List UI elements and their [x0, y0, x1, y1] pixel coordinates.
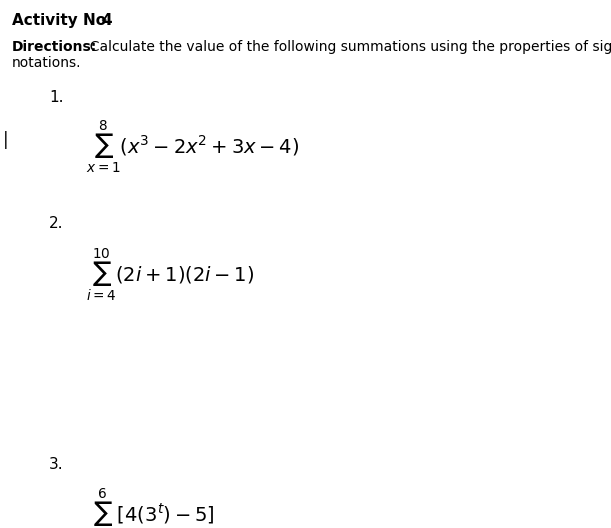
Text: $\sum_{x=1}^{8}(x^3 - 2x^2 + 3x - 4)$: $\sum_{x=1}^{8}(x^3 - 2x^2 + 3x - 4)$ [86, 119, 299, 175]
Text: Directions:: Directions: [12, 40, 98, 54]
Text: notations.: notations. [12, 56, 82, 71]
Text: Calculate the value of the following summations using the properties of sigma: Calculate the value of the following sum… [81, 40, 611, 54]
Text: 2.: 2. [49, 216, 64, 231]
Text: 4: 4 [101, 13, 111, 28]
Text: $\sum_{t=1}^{6}[4(3^t) - 5]$: $\sum_{t=1}^{6}[4(3^t) - 5]$ [86, 487, 214, 528]
Text: |: | [3, 131, 9, 149]
Text: 1.: 1. [49, 90, 64, 105]
Text: 3.: 3. [49, 457, 64, 472]
Text: $\sum_{i=4}^{10}(2i + 1)(2i - 1)$: $\sum_{i=4}^{10}(2i + 1)(2i - 1)$ [86, 246, 254, 303]
Text: Activity No.: Activity No. [12, 13, 117, 28]
